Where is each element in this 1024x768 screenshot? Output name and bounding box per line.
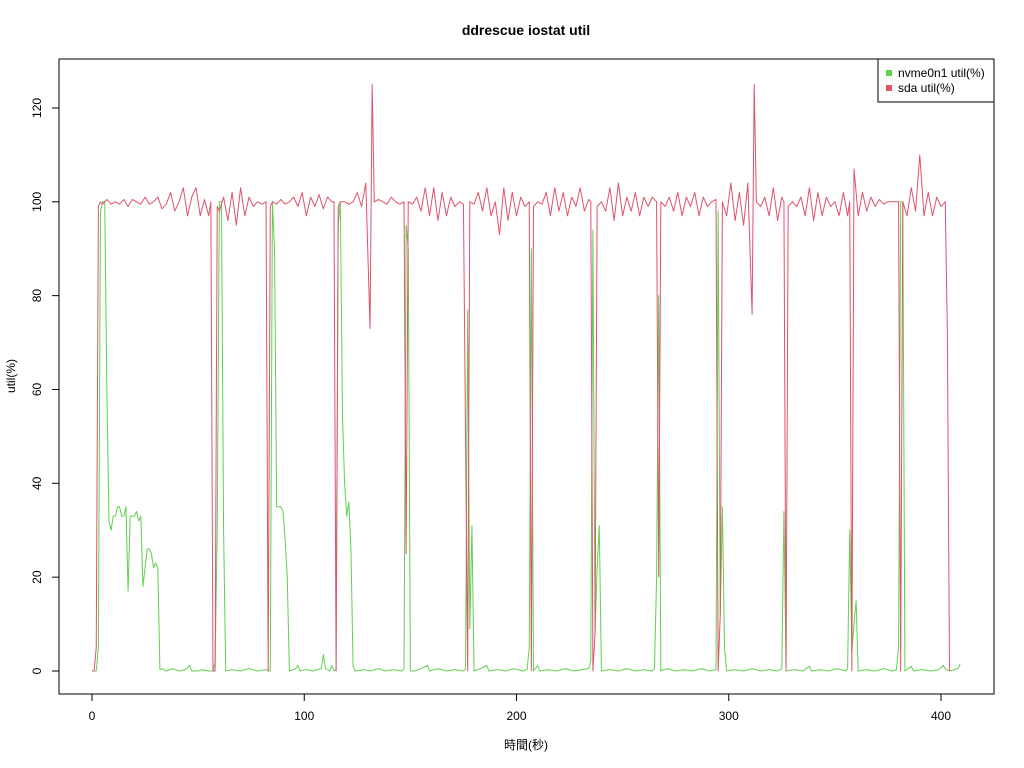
x-tick-label: 100	[294, 709, 314, 723]
y-tick-label: 80	[30, 289, 44, 303]
x-axis-label: 時間(秒)	[504, 738, 548, 752]
chart-title: ddrescue iostat util	[462, 22, 590, 38]
x-tick-label: 400	[931, 709, 951, 723]
y-axis: 0 20 40 60 80 100 120	[30, 98, 60, 674]
y-tick-label: 40	[30, 476, 44, 490]
x-tick-label: 0	[89, 709, 96, 723]
x-tick-label: 300	[719, 709, 739, 723]
legend: nvme0n1 util(%) sda util(%)	[877, 58, 995, 103]
y-tick-label: 0	[30, 667, 44, 674]
series-line-nvme0n1	[92, 201, 961, 672]
x-tick-label: 200	[506, 709, 526, 723]
legend-box	[877, 58, 995, 103]
legend-swatch-nvme0n1	[886, 70, 892, 76]
legend-swatch-sda	[886, 85, 892, 91]
legend-label-sda: sda util(%)	[898, 81, 955, 95]
legend-label-nvme0n1: nvme0n1 util(%)	[898, 66, 985, 80]
y-tick-label: 60	[30, 382, 44, 396]
y-tick-label: 120	[30, 98, 44, 118]
y-tick-label: 100	[30, 191, 44, 211]
x-axis: 0 100 200 300 400	[89, 693, 951, 723]
y-tick-label: 20	[30, 570, 44, 584]
y-axis-label: util(%)	[4, 359, 18, 393]
series-layer	[92, 84, 961, 672]
series-line-sda	[92, 84, 950, 672]
